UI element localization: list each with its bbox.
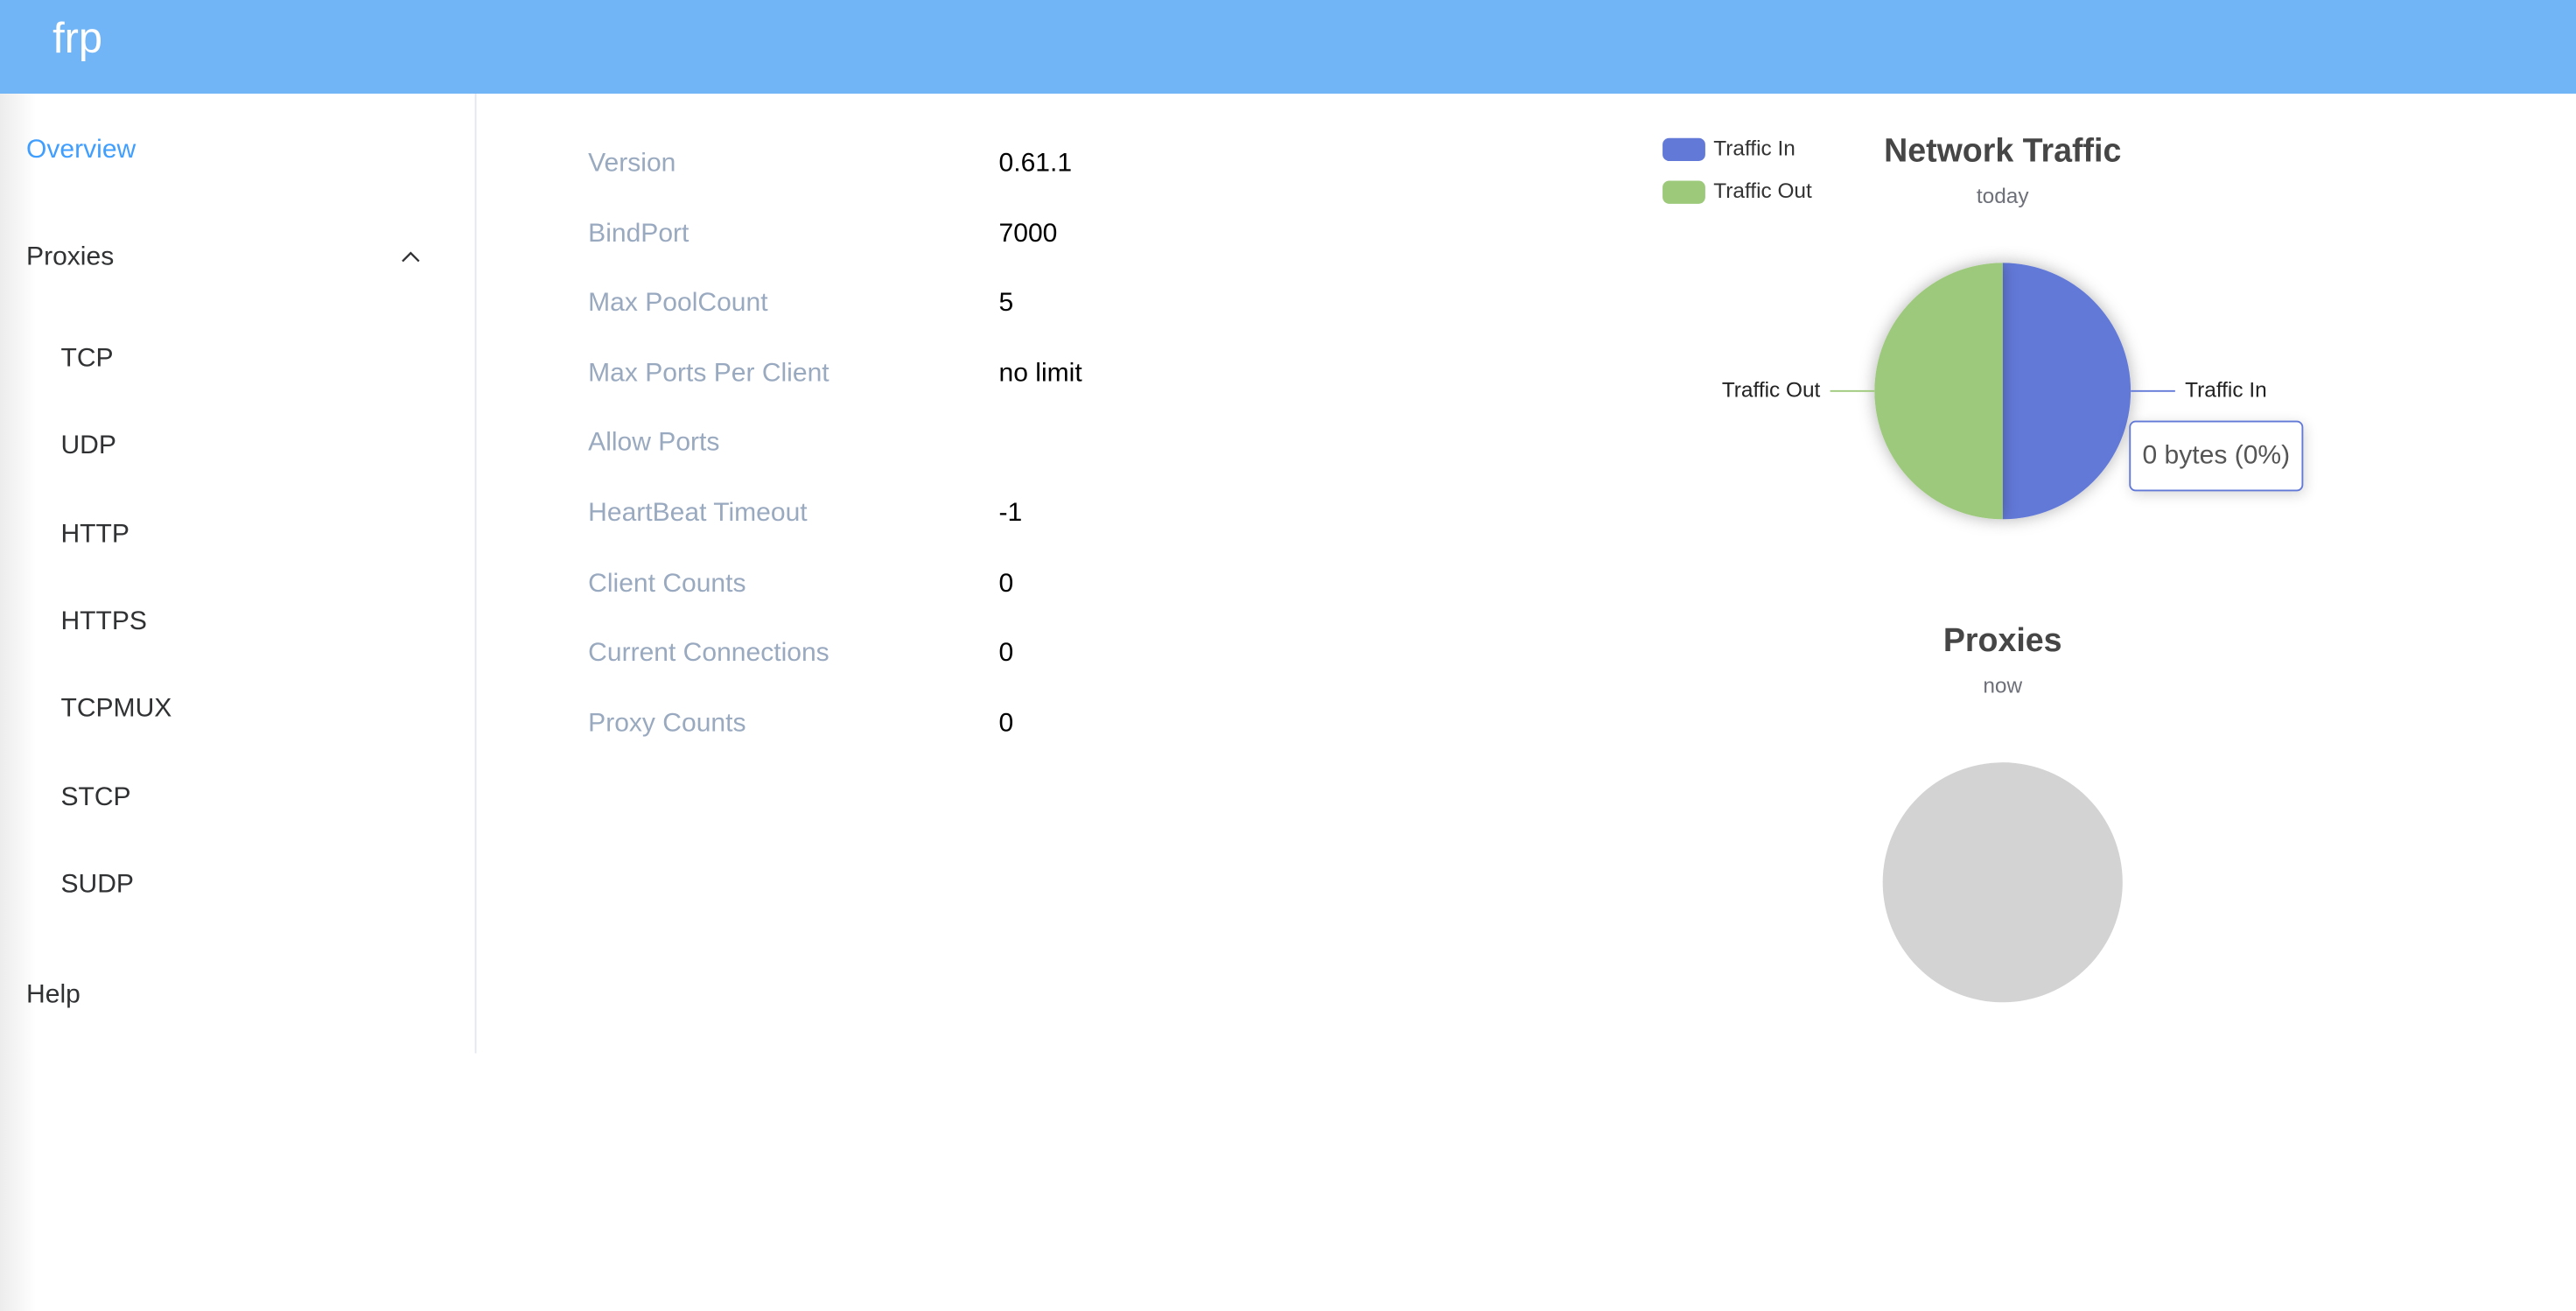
- info-value: 0: [998, 569, 1014, 598]
- header: frp: [0, 0, 2576, 95]
- info-label: Version: [588, 149, 676, 178]
- legend-label: Traffic In: [1713, 137, 1796, 160]
- nav-help[interactable]: Help: [26, 980, 80, 1009]
- legend-swatch: [1662, 180, 1705, 204]
- pie-slice: [2002, 263, 2132, 520]
- nav-proxies[interactable]: Proxies: [26, 242, 115, 271]
- nav-subitem[interactable]: HTTP: [60, 520, 130, 549]
- info-value: 5: [998, 289, 1014, 318]
- chevron-up[interactable]: [401, 249, 421, 266]
- nav-subitem[interactable]: TCP: [60, 345, 114, 374]
- info-label: BindPort: [588, 219, 690, 248]
- info-label: HeartBeat Timeout: [588, 499, 808, 528]
- info-label: Max Ports Per Client: [588, 359, 830, 388]
- info-value: -1: [998, 499, 1023, 528]
- info-value: 0.61.1: [998, 149, 1073, 178]
- info-label: Current Connections: [588, 639, 830, 668]
- tooltip: 0 bytes (0%): [2129, 420, 2304, 492]
- legend-swatch: [1662, 137, 1705, 161]
- chart-subtitle: now: [1983, 674, 2022, 698]
- sidebar-shade: [0, 1053, 37, 1311]
- info-value: 0: [998, 709, 1014, 738]
- pie-slice: [1874, 263, 2003, 520]
- nav-overview[interactable]: Overview: [26, 136, 136, 165]
- chart-subtitle: today: [1977, 185, 2029, 208]
- info-value: 7000: [998, 219, 1058, 248]
- nav-subitem[interactable]: SUDP: [60, 870, 134, 899]
- chart-title: Proxies: [1943, 621, 2062, 658]
- info-label: Max PoolCount: [588, 289, 768, 318]
- nav-subitem[interactable]: UDP: [60, 432, 116, 461]
- info-value: no limit: [998, 359, 1082, 388]
- nav-subitem[interactable]: HTTPS: [60, 607, 147, 636]
- slice-label: Traffic In: [2185, 378, 2267, 402]
- info-label: Allow Ports: [588, 429, 720, 458]
- info-label: Proxy Counts: [588, 709, 746, 738]
- brand: frp: [52, 13, 103, 63]
- slice-label: Traffic Out: [1722, 378, 1821, 402]
- nav-subitem[interactable]: STCP: [60, 782, 131, 811]
- nav-subitem[interactable]: TCPMUX: [60, 695, 172, 724]
- chart-title: Network Traffic: [1884, 132, 2121, 169]
- info-label: Client Counts: [588, 569, 746, 598]
- info-value: 0: [998, 639, 1014, 668]
- sidebar: [0, 94, 477, 1054]
- empty-pie: [1882, 762, 2123, 1003]
- legend-label: Traffic Out: [1713, 179, 1812, 203]
